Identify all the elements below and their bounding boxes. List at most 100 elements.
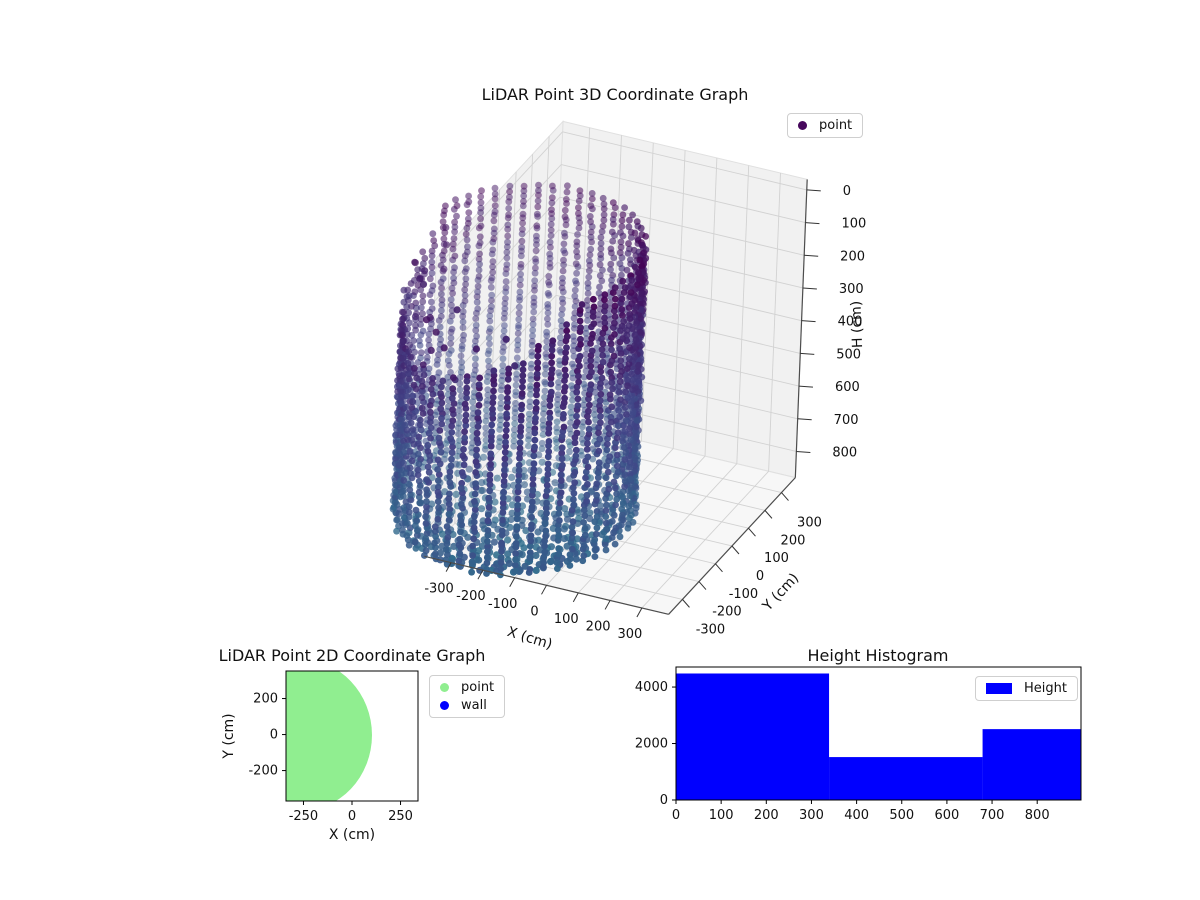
point bbox=[596, 272, 604, 280]
point bbox=[478, 187, 485, 195]
point bbox=[608, 276, 615, 284]
point bbox=[489, 268, 497, 276]
point bbox=[411, 369, 418, 377]
point bbox=[554, 401, 561, 408]
point bbox=[624, 249, 632, 257]
point bbox=[571, 286, 579, 294]
point bbox=[597, 234, 605, 241]
point bbox=[406, 486, 414, 494]
point bbox=[554, 406, 561, 414]
point bbox=[628, 300, 636, 308]
point bbox=[482, 430, 490, 438]
point bbox=[416, 275, 424, 283]
point bbox=[632, 336, 640, 343]
height-bar-swatch-icon bbox=[986, 683, 1012, 694]
point bbox=[408, 404, 416, 411]
point bbox=[516, 288, 524, 296]
point bbox=[414, 266, 422, 273]
point bbox=[399, 372, 407, 380]
point bbox=[559, 295, 566, 303]
point bbox=[410, 413, 418, 421]
point bbox=[548, 215, 556, 222]
point bbox=[518, 237, 526, 245]
point bbox=[483, 378, 491, 385]
point bbox=[529, 315, 537, 323]
point bbox=[414, 450, 422, 458]
point bbox=[526, 403, 534, 411]
point bbox=[584, 290, 592, 297]
point bbox=[458, 392, 465, 400]
point bbox=[417, 349, 425, 357]
point bbox=[620, 422, 627, 429]
point bbox=[437, 313, 445, 320]
point bbox=[409, 392, 417, 400]
point bbox=[510, 431, 518, 439]
point bbox=[499, 362, 507, 369]
point bbox=[438, 296, 446, 304]
point bbox=[544, 290, 552, 297]
point bbox=[624, 376, 631, 384]
point bbox=[616, 378, 624, 386]
point bbox=[618, 306, 626, 313]
point bbox=[420, 260, 427, 268]
point bbox=[621, 404, 629, 411]
point bbox=[419, 382, 426, 390]
point bbox=[476, 260, 483, 268]
point bbox=[405, 508, 413, 516]
point bbox=[563, 515, 572, 523]
point bbox=[600, 216, 608, 224]
point bbox=[411, 313, 420, 321]
point bbox=[431, 242, 439, 250]
point bbox=[393, 527, 400, 535]
point bbox=[640, 249, 648, 257]
point bbox=[486, 340, 493, 348]
point bbox=[474, 282, 482, 290]
point bbox=[504, 225, 512, 233]
point bbox=[547, 243, 554, 251]
point bbox=[482, 442, 490, 450]
point bbox=[617, 350, 625, 357]
point bbox=[529, 320, 537, 328]
point bbox=[560, 256, 567, 264]
point bbox=[547, 220, 555, 228]
point bbox=[611, 444, 619, 451]
point bbox=[515, 309, 523, 317]
point bbox=[578, 435, 586, 443]
point bbox=[476, 250, 483, 258]
point bbox=[477, 222, 485, 230]
point bbox=[627, 282, 635, 290]
point bbox=[608, 518, 616, 525]
point bbox=[596, 283, 603, 291]
point bbox=[472, 315, 480, 322]
point bbox=[395, 510, 403, 518]
point bbox=[573, 238, 581, 246]
point bbox=[497, 393, 505, 401]
point bbox=[474, 288, 481, 296]
point bbox=[584, 296, 591, 304]
point bbox=[573, 248, 580, 256]
point bbox=[489, 258, 497, 265]
point bbox=[417, 416, 424, 424]
point bbox=[525, 442, 532, 450]
point bbox=[582, 324, 590, 332]
point bbox=[439, 218, 447, 226]
point bbox=[483, 406, 490, 414]
point bbox=[411, 348, 418, 356]
point bbox=[619, 499, 627, 507]
point bbox=[575, 204, 582, 212]
point bbox=[455, 413, 463, 421]
point bbox=[465, 198, 473, 206]
point bbox=[393, 501, 401, 508]
point bbox=[580, 401, 587, 409]
point bbox=[514, 336, 522, 344]
point bbox=[505, 211, 512, 219]
point bbox=[556, 357, 563, 365]
point bbox=[475, 255, 483, 263]
point bbox=[614, 429, 622, 436]
point bbox=[412, 522, 419, 530]
point bbox=[625, 240, 632, 247]
point bbox=[541, 387, 549, 395]
y-tick-label: 4000 bbox=[635, 680, 668, 695]
point bbox=[417, 354, 424, 362]
